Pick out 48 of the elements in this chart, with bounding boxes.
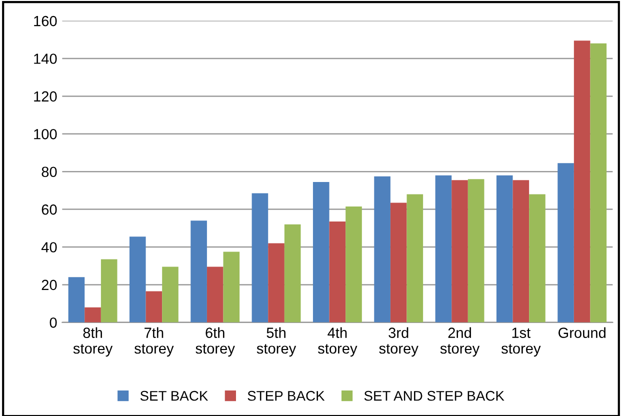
bar <box>435 175 452 322</box>
bar <box>574 40 590 322</box>
x-tick-label: 4th storey <box>318 327 358 357</box>
bar <box>468 179 484 322</box>
bar <box>146 291 162 322</box>
bar <box>252 193 268 322</box>
bar <box>452 180 468 322</box>
bar <box>390 202 407 322</box>
bar <box>206 266 224 322</box>
bar <box>312 182 330 322</box>
y-tick-label: 140 <box>34 54 57 64</box>
x-tick-label: 3rd storey <box>379 327 418 357</box>
legend-label: SET AND STEP BACK <box>364 390 504 401</box>
bar <box>162 266 178 322</box>
y-tick-label: 40 <box>41 242 57 252</box>
bar <box>529 194 546 322</box>
bar <box>496 175 513 322</box>
x-tick-label: 6th storey <box>196 327 235 357</box>
legend-label: SET BACK <box>140 390 208 401</box>
x-tick-label: 2nd storey <box>440 327 480 357</box>
bar <box>374 176 390 322</box>
bar <box>558 163 574 322</box>
y-tick-label: 20 <box>42 280 57 290</box>
y-tick-label: 0 <box>50 318 57 328</box>
bar <box>129 236 146 322</box>
x-tick-label: Ground <box>558 327 606 338</box>
bar <box>190 220 207 322</box>
y-tick-label: 160 <box>34 16 57 26</box>
bar <box>223 252 240 322</box>
bar <box>346 206 362 322</box>
x-tick-label: 8th storey <box>73 327 113 357</box>
y-tick-label: 60 <box>42 204 57 215</box>
legend-label: STEP BACK <box>248 390 325 401</box>
bar <box>590 43 607 322</box>
y-tick-label: 100 <box>34 129 57 140</box>
x-tick-label: 5th storey <box>256 327 296 357</box>
bar <box>329 222 346 322</box>
bar <box>284 224 301 322</box>
bar <box>512 180 530 322</box>
bar <box>268 243 284 322</box>
bar <box>100 259 118 322</box>
y-tick-label: 120 <box>34 91 57 102</box>
bar <box>84 307 101 322</box>
y-tick-label: 80 <box>42 166 57 178</box>
x-tick-label: 1st storey <box>501 328 541 357</box>
bar <box>68 277 85 322</box>
bar <box>406 194 424 322</box>
x-tick-label: 7th storey <box>134 327 174 357</box>
